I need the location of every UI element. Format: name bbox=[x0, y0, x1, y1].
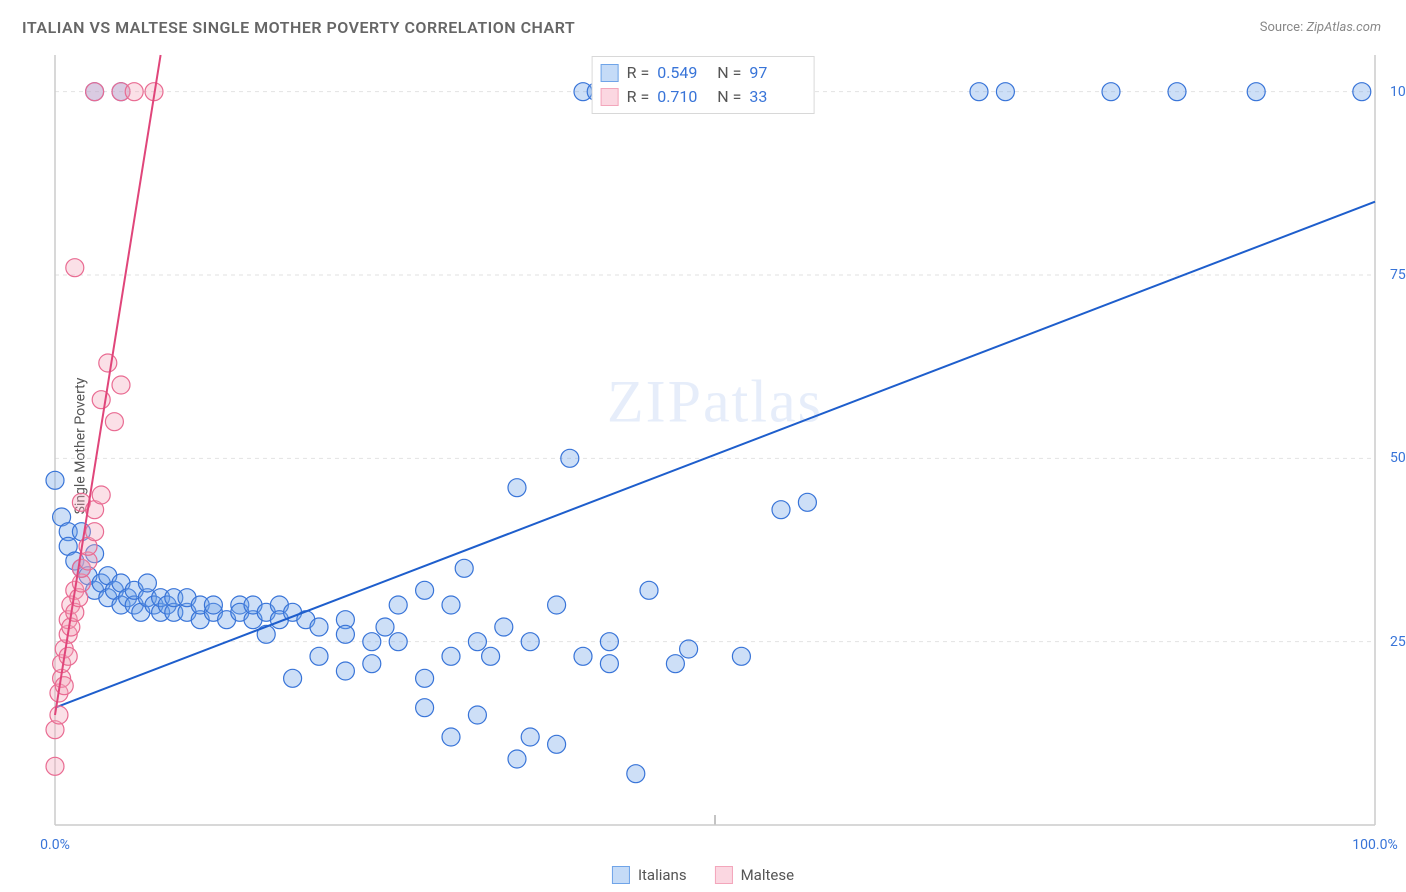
data-point bbox=[732, 647, 750, 665]
data-point bbox=[495, 618, 513, 636]
data-point bbox=[50, 706, 68, 724]
trend-line bbox=[55, 202, 1375, 708]
stats-row: R = 0.549 N = 97 bbox=[601, 61, 802, 85]
y-tick-label: 100.0% bbox=[1380, 84, 1406, 100]
n-value: 33 bbox=[749, 85, 801, 109]
data-point bbox=[363, 633, 381, 651]
x-tick-label: 100.0% bbox=[1352, 837, 1397, 853]
data-point bbox=[1247, 83, 1265, 101]
data-point bbox=[442, 647, 460, 665]
data-point bbox=[416, 581, 434, 599]
legend-label: Maltese bbox=[741, 866, 794, 884]
source-value: ZipAtlas.com bbox=[1306, 20, 1381, 35]
data-point bbox=[125, 83, 143, 101]
chart-container: ITALIAN VS MALTESE SINGLE MOTHER POVERTY… bbox=[0, 0, 1406, 892]
n-value: 97 bbox=[749, 61, 801, 85]
y-tick-label: 75.0% bbox=[1380, 267, 1406, 283]
legend-label: Italians bbox=[638, 866, 687, 884]
data-point bbox=[310, 618, 328, 636]
data-point bbox=[1102, 83, 1120, 101]
n-label: N = bbox=[717, 61, 741, 85]
data-point bbox=[521, 633, 539, 651]
data-point bbox=[482, 647, 500, 665]
data-point bbox=[640, 581, 658, 599]
data-point bbox=[772, 501, 790, 519]
data-point bbox=[455, 559, 473, 577]
plot-area: 25.0%50.0%75.0%100.0% 0.0%100.0% ZIPatla… bbox=[55, 55, 1375, 825]
data-point bbox=[970, 83, 988, 101]
data-point bbox=[363, 655, 381, 673]
correlation-stats-box: R = 0.549 N = 97 R = 0.710 N = 33 bbox=[592, 56, 815, 114]
data-point bbox=[66, 259, 84, 277]
data-point bbox=[627, 765, 645, 783]
r-label: R = bbox=[627, 61, 650, 85]
data-point bbox=[416, 699, 434, 717]
data-point bbox=[508, 479, 526, 497]
n-label: N = bbox=[717, 85, 741, 109]
data-point bbox=[600, 633, 618, 651]
data-point bbox=[46, 757, 64, 775]
data-point bbox=[548, 596, 566, 614]
data-point bbox=[1168, 83, 1186, 101]
data-point bbox=[561, 449, 579, 467]
data-point bbox=[59, 647, 77, 665]
data-point bbox=[86, 83, 104, 101]
legend-swatch bbox=[715, 866, 733, 884]
data-point bbox=[468, 633, 486, 651]
r-label: R = bbox=[627, 85, 650, 109]
r-value: 0.549 bbox=[657, 61, 709, 85]
y-tick-label: 25.0% bbox=[1380, 634, 1406, 650]
data-point bbox=[92, 391, 110, 409]
data-point bbox=[574, 647, 592, 665]
data-point bbox=[416, 669, 434, 687]
data-point bbox=[310, 647, 328, 665]
data-point bbox=[1353, 83, 1371, 101]
data-point bbox=[468, 706, 486, 724]
data-point bbox=[336, 625, 354, 643]
data-point bbox=[442, 596, 460, 614]
series-swatch bbox=[601, 88, 619, 106]
data-point bbox=[442, 728, 460, 746]
series-swatch bbox=[601, 64, 619, 82]
data-point bbox=[376, 618, 394, 636]
source-label: Source: bbox=[1260, 20, 1307, 35]
data-point bbox=[138, 574, 156, 592]
r-value: 0.710 bbox=[657, 85, 709, 109]
data-point bbox=[548, 735, 566, 753]
data-point bbox=[996, 83, 1014, 101]
data-point bbox=[389, 596, 407, 614]
x-tick-label: 0.0% bbox=[40, 837, 70, 853]
stats-row: R = 0.710 N = 33 bbox=[601, 85, 802, 109]
data-point bbox=[92, 486, 110, 504]
legend-swatch bbox=[612, 866, 630, 884]
data-point bbox=[284, 669, 302, 687]
y-tick-label: 50.0% bbox=[1380, 450, 1406, 466]
legend-item: Maltese bbox=[715, 866, 794, 884]
data-point bbox=[336, 662, 354, 680]
data-point bbox=[112, 376, 130, 394]
data-point bbox=[86, 523, 104, 541]
data-point bbox=[521, 728, 539, 746]
legend-item: Italians bbox=[612, 866, 687, 884]
data-point bbox=[105, 413, 123, 431]
data-point bbox=[99, 354, 117, 372]
chart-title: ITALIAN VS MALTESE SINGLE MOTHER POVERTY… bbox=[22, 18, 575, 37]
data-point bbox=[46, 471, 64, 489]
data-point bbox=[600, 655, 618, 673]
data-point bbox=[798, 493, 816, 511]
data-point bbox=[680, 640, 698, 658]
data-point bbox=[508, 750, 526, 768]
legend: Italians Maltese bbox=[612, 866, 794, 884]
scatter-plot-svg bbox=[55, 55, 1375, 825]
source-attribution: Source: ZipAtlas.com bbox=[1260, 20, 1381, 35]
data-point bbox=[204, 596, 222, 614]
data-point bbox=[389, 633, 407, 651]
data-point bbox=[666, 655, 684, 673]
data-point bbox=[257, 625, 275, 643]
